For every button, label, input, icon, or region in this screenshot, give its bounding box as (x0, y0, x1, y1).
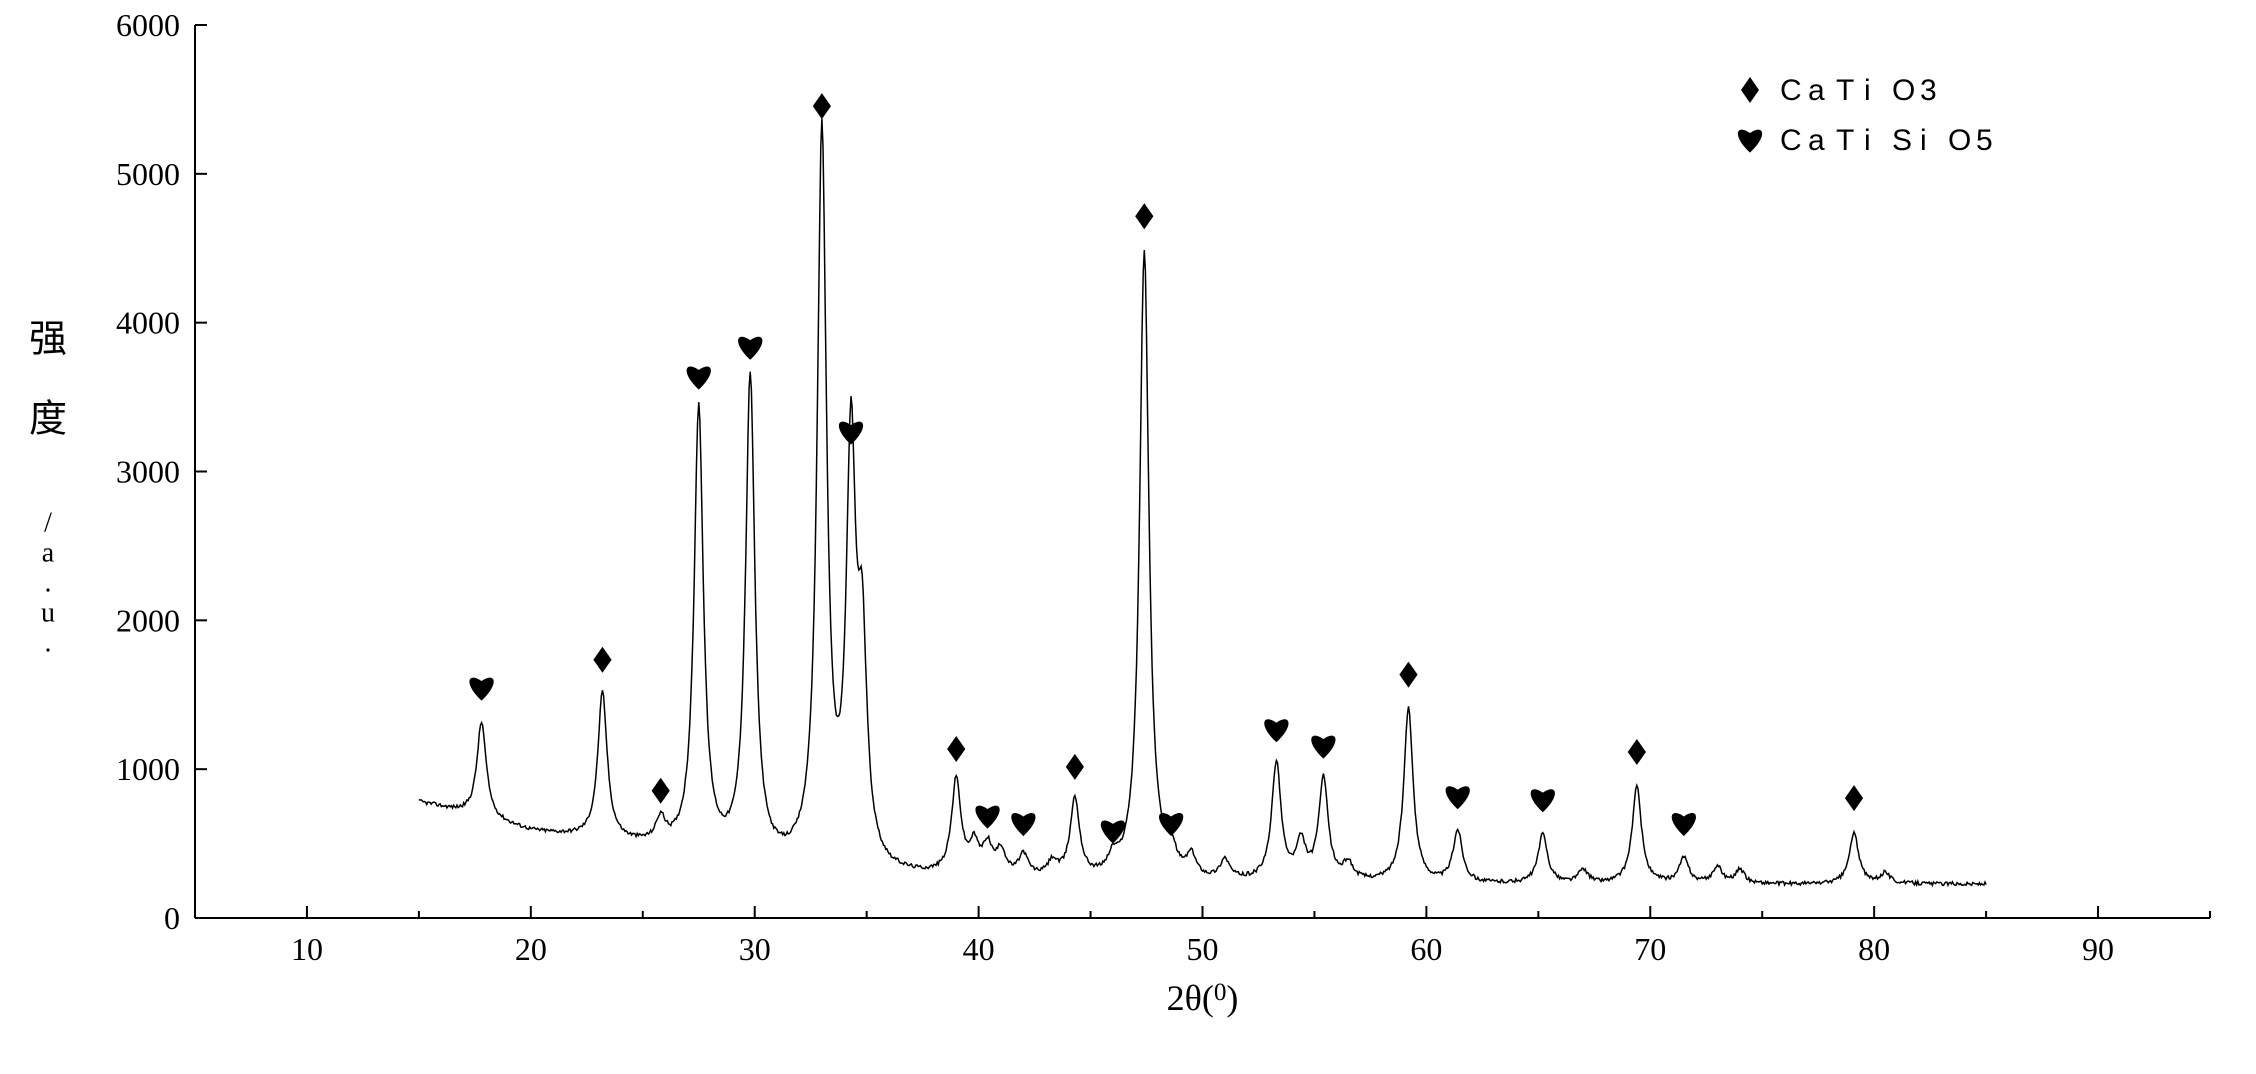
y-tick-label: 5000 (116, 156, 180, 192)
diamond-icon (1845, 785, 1863, 811)
x-tick-label: 70 (1634, 931, 1666, 967)
heart-icon (1446, 786, 1470, 809)
peak-markers (469, 93, 1863, 843)
x-tick-label: 40 (963, 931, 995, 967)
diamond-icon (1066, 754, 1084, 780)
heart-icon (839, 422, 863, 445)
xrd-pattern-line (419, 119, 1986, 886)
legend-label: T (1836, 124, 1856, 157)
heart-icon (469, 678, 493, 701)
diamond-icon (652, 778, 670, 804)
y-axis-label-unit: a (42, 538, 55, 569)
diamond-icon (813, 93, 831, 119)
y-axis-label-cn: 强 (29, 319, 67, 361)
diamond-icon (947, 736, 965, 762)
legend-label: O (1948, 124, 1973, 157)
heart-icon (1672, 813, 1696, 836)
legend-label: i (1864, 124, 1873, 157)
y-tick-label: 6000 (116, 7, 180, 43)
y-tick-label: 1000 (116, 751, 180, 787)
chart-svg: 10 20 30 40 50 60 70 80 90 0 1000 2000 3000 4000 5000 6… (0, 0, 2256, 1069)
x-tick-label: 50 (1187, 931, 1219, 967)
heart-icon (1011, 813, 1035, 836)
diamond-icon (1135, 203, 1153, 229)
heart-icon (975, 806, 999, 829)
y-axis-label-cn: 度 (29, 399, 67, 441)
diamond-icon (1399, 662, 1417, 688)
legend-label: 3 (1920, 74, 1939, 107)
heart-icon (1159, 813, 1183, 836)
y-tick-label: 4000 (116, 305, 180, 341)
x-tick-label: 30 (739, 931, 771, 967)
data-line-group (419, 119, 1986, 886)
y-axis-label-unit: . (45, 568, 52, 599)
y-tick-label: 0 (164, 900, 180, 936)
axis-labels: 2θ(0) 强度 /a.u. (29, 319, 1238, 1019)
y-tick-label: 2000 (116, 602, 180, 638)
legend-label: T (1836, 74, 1856, 107)
y-tick-label: 3000 (116, 454, 180, 490)
diamond-icon (593, 647, 611, 673)
legend-label: a (1808, 124, 1827, 157)
x-tick-label: 20 (515, 931, 547, 967)
y-axis-label-unit: . (45, 628, 52, 659)
legend-label: 5 (1976, 124, 1995, 157)
heart-icon (1311, 736, 1335, 759)
x-tick-label: 90 (2082, 931, 2114, 967)
diamond-icon (1628, 739, 1646, 765)
y-axis-label-unit: / (44, 508, 52, 539)
legend: CaTiO3CaTiSiO5 (1738, 74, 1995, 157)
legend-label: a (1808, 74, 1827, 107)
legend-label: C (1780, 74, 1804, 107)
legend-heart-icon (1738, 130, 1762, 153)
heart-icon (738, 337, 762, 360)
x-axis-label: 2θ(0) (1167, 978, 1239, 1018)
xrd-chart: 10 20 30 40 50 60 70 80 90 0 1000 2000 3000 4000 5000 6… (0, 0, 2256, 1069)
x-tick-label: 60 (1410, 931, 1442, 967)
legend-label: S (1892, 124, 1914, 157)
legend-label: C (1780, 124, 1804, 157)
legend-label: i (1920, 124, 1929, 157)
heart-icon (1531, 789, 1555, 812)
legend-label: i (1864, 74, 1873, 107)
y-axis-label-unit: u (41, 598, 55, 629)
x-tick-label: 80 (1858, 931, 1890, 967)
heart-icon (687, 367, 711, 390)
legend-label: O (1892, 74, 1917, 107)
heart-icon (1264, 719, 1288, 742)
legend-diamond-icon (1741, 77, 1759, 103)
x-tick-label: 10 (291, 931, 323, 967)
